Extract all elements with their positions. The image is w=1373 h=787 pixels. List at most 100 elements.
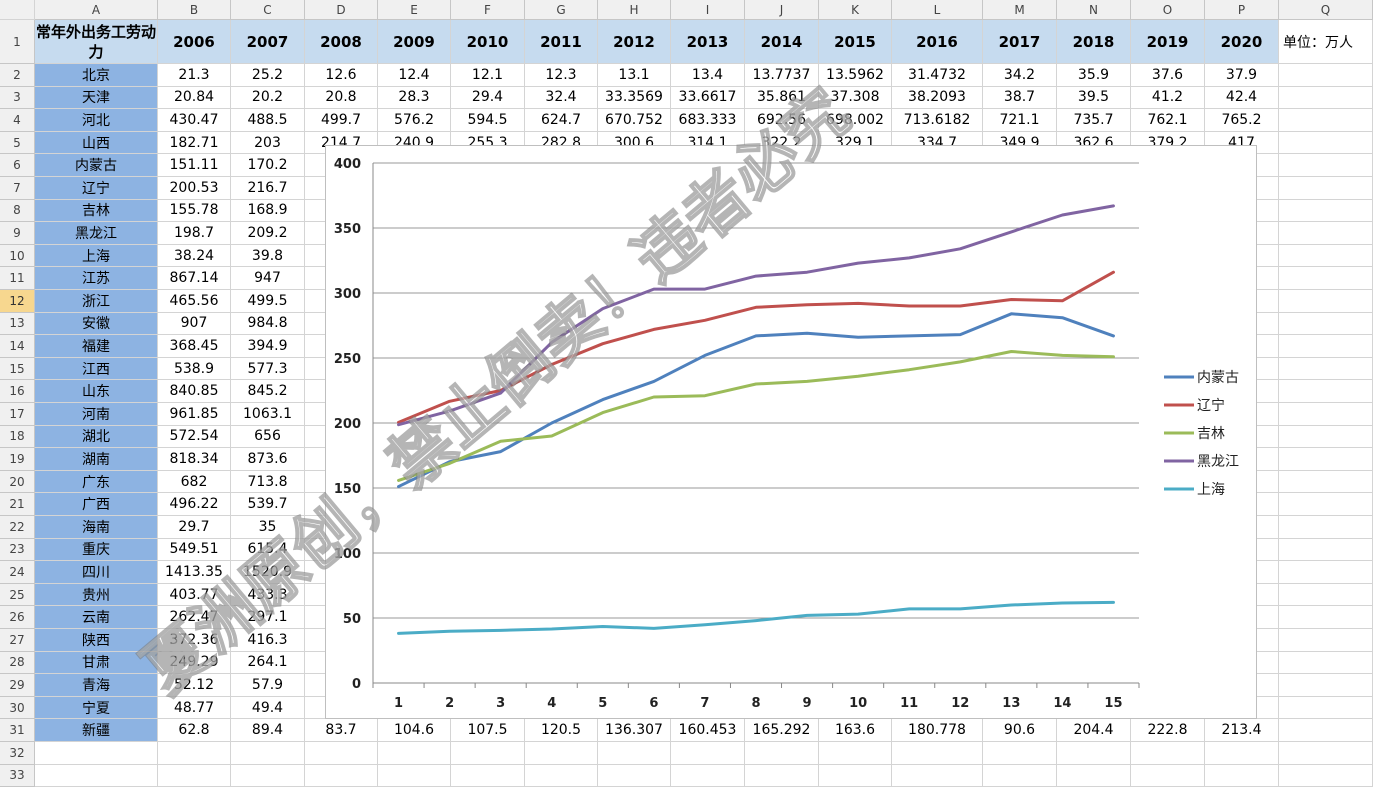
value-cell[interactable] bbox=[819, 742, 892, 765]
value-cell[interactable] bbox=[1057, 764, 1131, 787]
value-cell[interactable]: 907 bbox=[158, 312, 231, 336]
row-header[interactable]: 28 bbox=[0, 651, 35, 675]
value-cell[interactable]: 29.4 bbox=[451, 86, 525, 110]
value-cell[interactable] bbox=[1131, 764, 1205, 787]
value-cell[interactable] bbox=[983, 764, 1057, 787]
year-header-cell[interactable]: 2011 bbox=[525, 20, 598, 64]
value-cell[interactable]: 37.308 bbox=[819, 86, 892, 110]
value-cell[interactable]: 416.3 bbox=[231, 629, 305, 652]
value-cell[interactable]: 867.14 bbox=[158, 267, 231, 290]
value-cell[interactable]: 35.9 bbox=[1057, 64, 1131, 87]
empty-cell[interactable] bbox=[1279, 244, 1373, 268]
column-header[interactable]: L bbox=[892, 0, 983, 20]
value-cell[interactable]: 713.8 bbox=[231, 470, 305, 494]
value-cell[interactable] bbox=[378, 742, 451, 765]
value-cell[interactable] bbox=[158, 764, 231, 787]
value-cell[interactable]: 12.6 bbox=[305, 64, 378, 87]
empty-cell[interactable] bbox=[1279, 583, 1373, 607]
empty-cell[interactable] bbox=[1279, 267, 1373, 290]
value-cell[interactable] bbox=[671, 764, 745, 787]
value-cell[interactable]: 433.3 bbox=[231, 583, 305, 607]
value-cell[interactable]: 104.6 bbox=[378, 719, 451, 742]
value-cell[interactable]: 13.7737 bbox=[745, 64, 819, 87]
empty-cell[interactable] bbox=[1279, 425, 1373, 449]
value-cell[interactable]: 13.5962 bbox=[819, 64, 892, 87]
value-cell[interactable]: 12.4 bbox=[378, 64, 451, 87]
value-cell[interactable]: 368.45 bbox=[158, 335, 231, 358]
empty-cell[interactable] bbox=[1279, 109, 1373, 132]
value-cell[interactable]: 682 bbox=[158, 470, 231, 494]
value-cell[interactable]: 38.24 bbox=[158, 244, 231, 268]
value-cell[interactable]: 20.8 bbox=[305, 86, 378, 110]
province-cell[interactable]: 云南 bbox=[35, 606, 158, 629]
value-cell[interactable]: 204.4 bbox=[1057, 719, 1131, 742]
row-header[interactable]: 3 bbox=[0, 86, 35, 110]
value-cell[interactable] bbox=[525, 742, 598, 765]
value-cell[interactable]: 107.5 bbox=[451, 719, 525, 742]
value-cell[interactable]: 38.2093 bbox=[892, 86, 983, 110]
value-cell[interactable] bbox=[451, 742, 525, 765]
column-header[interactable]: H bbox=[598, 0, 671, 20]
line-chart[interactable]: 0 50 100 150 200 250 300 350 400 1 2 3 4 5 6 7 8 9 10 11 12 1… bbox=[325, 145, 1257, 719]
value-cell[interactable]: 403.77 bbox=[158, 583, 231, 607]
value-cell[interactable]: 264.1 bbox=[231, 651, 305, 675]
province-cell[interactable]: 青海 bbox=[35, 674, 158, 697]
row-header[interactable]: 21 bbox=[0, 493, 35, 516]
row-header[interactable]: 26 bbox=[0, 606, 35, 629]
province-cell[interactable]: 陕西 bbox=[35, 629, 158, 652]
value-cell[interactable]: 947 bbox=[231, 267, 305, 290]
province-cell[interactable]: 海南 bbox=[35, 516, 158, 539]
value-cell[interactable] bbox=[305, 742, 378, 765]
row-header[interactable]: 14 bbox=[0, 335, 35, 358]
header-title-cell[interactable]: 常年外出务工劳动力 bbox=[35, 20, 158, 64]
value-cell[interactable]: 37.9 bbox=[1205, 64, 1279, 87]
value-cell[interactable]: 12.1 bbox=[451, 64, 525, 87]
empty-cell[interactable] bbox=[1279, 403, 1373, 426]
row-header[interactable]: 17 bbox=[0, 403, 35, 426]
year-header-cell[interactable]: 2007 bbox=[231, 20, 305, 64]
row-header[interactable]: 23 bbox=[0, 538, 35, 562]
year-header-cell[interactable]: 2019 bbox=[1131, 20, 1205, 64]
value-cell[interactable]: 136.307 bbox=[598, 719, 671, 742]
column-header[interactable]: B bbox=[158, 0, 231, 20]
province-cell[interactable]: 江苏 bbox=[35, 267, 158, 290]
province-cell[interactable]: 广西 bbox=[35, 493, 158, 516]
value-cell[interactable]: 499.5 bbox=[231, 290, 305, 313]
value-cell[interactable]: 499.7 bbox=[305, 109, 378, 132]
year-header-cell[interactable]: 2018 bbox=[1057, 20, 1131, 64]
column-header[interactable]: F bbox=[451, 0, 525, 20]
row-header[interactable]: 1 bbox=[0, 20, 35, 64]
value-cell[interactable]: 32.4 bbox=[525, 86, 598, 110]
row-header[interactable]: 4 bbox=[0, 109, 35, 132]
row-header[interactable]: 24 bbox=[0, 561, 35, 584]
column-header[interactable]: E bbox=[378, 0, 451, 20]
row-header[interactable]: 30 bbox=[0, 696, 35, 720]
value-cell[interactable] bbox=[231, 742, 305, 765]
value-cell[interactable]: 35.861 bbox=[745, 86, 819, 110]
value-cell[interactable]: 538.9 bbox=[158, 357, 231, 381]
province-cell[interactable]: 河南 bbox=[35, 403, 158, 426]
empty-cell[interactable] bbox=[1279, 538, 1373, 562]
province-cell[interactable]: 浙江 bbox=[35, 290, 158, 313]
row-header[interactable]: 10 bbox=[0, 244, 35, 268]
value-cell[interactable]: 961.85 bbox=[158, 403, 231, 426]
column-header[interactable]: K bbox=[819, 0, 892, 20]
value-cell[interactable]: 465.56 bbox=[158, 290, 231, 313]
value-cell[interactable]: 572.54 bbox=[158, 425, 231, 449]
empty-cell[interactable] bbox=[1279, 131, 1373, 155]
province-cell[interactable] bbox=[35, 742, 158, 765]
empty-cell[interactable] bbox=[1279, 357, 1373, 381]
value-cell[interactable]: 762.1 bbox=[1131, 109, 1205, 132]
value-cell[interactable] bbox=[305, 764, 378, 787]
value-cell[interactable]: 25.2 bbox=[231, 64, 305, 87]
value-cell[interactable]: 12.3 bbox=[525, 64, 598, 87]
value-cell[interactable]: 222.8 bbox=[1131, 719, 1205, 742]
province-cell[interactable]: 宁夏 bbox=[35, 696, 158, 720]
value-cell[interactable]: 21.3 bbox=[158, 64, 231, 87]
value-cell[interactable]: 120.5 bbox=[525, 719, 598, 742]
column-header[interactable]: I bbox=[671, 0, 745, 20]
value-cell[interactable] bbox=[158, 742, 231, 765]
year-header-cell[interactable]: 2012 bbox=[598, 20, 671, 64]
value-cell[interactable]: 249.29 bbox=[158, 651, 231, 675]
value-cell[interactable]: 48.77 bbox=[158, 696, 231, 720]
